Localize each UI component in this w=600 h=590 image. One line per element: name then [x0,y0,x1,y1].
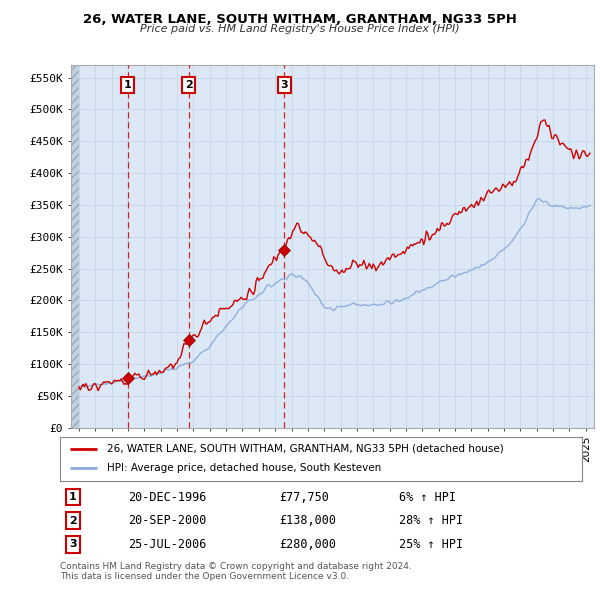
Text: 2: 2 [185,80,193,90]
Text: Price paid vs. HM Land Registry's House Price Index (HPI): Price paid vs. HM Land Registry's House … [140,24,460,34]
Text: 3: 3 [69,539,77,549]
Text: 20-SEP-2000: 20-SEP-2000 [128,514,206,527]
Text: 28% ↑ HPI: 28% ↑ HPI [400,514,463,527]
Text: 26, WATER LANE, SOUTH WITHAM, GRANTHAM, NG33 5PH (detached house): 26, WATER LANE, SOUTH WITHAM, GRANTHAM, … [107,444,504,454]
Text: 1: 1 [69,492,77,502]
Text: 2: 2 [69,516,77,526]
Text: £280,000: £280,000 [279,537,336,551]
Text: £138,000: £138,000 [279,514,336,527]
Bar [71,65,79,428]
Text: 26, WATER LANE, SOUTH WITHAM, GRANTHAM, NG33 5PH: 26, WATER LANE, SOUTH WITHAM, GRANTHAM, … [83,13,517,26]
Text: 6% ↑ HPI: 6% ↑ HPI [400,490,457,504]
Text: 3: 3 [281,80,288,90]
Text: 20-DEC-1996: 20-DEC-1996 [128,490,206,504]
Text: £77,750: £77,750 [279,490,329,504]
Text: Contains HM Land Registry data © Crown copyright and database right 2024.: Contains HM Land Registry data © Crown c… [60,562,412,571]
Text: 25% ↑ HPI: 25% ↑ HPI [400,537,463,551]
Text: 1: 1 [124,80,131,90]
Text: This data is licensed under the Open Government Licence v3.0.: This data is licensed under the Open Gov… [60,572,349,581]
Text: HPI: Average price, detached house, South Kesteven: HPI: Average price, detached house, Sout… [107,464,381,473]
Text: 25-JUL-2006: 25-JUL-2006 [128,537,206,551]
